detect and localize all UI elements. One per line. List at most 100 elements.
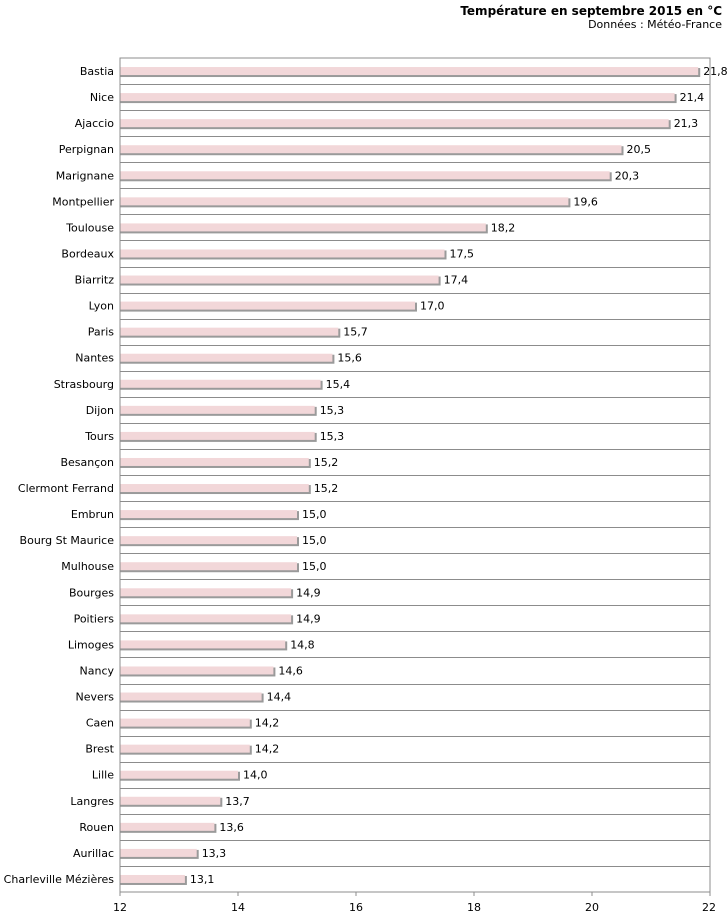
category-label: Clermont Ferrand xyxy=(18,482,114,495)
category-label: Langres xyxy=(70,795,114,808)
plot-frame xyxy=(119,57,711,893)
data-label: 15,7 xyxy=(343,326,368,339)
data-label: 15,6 xyxy=(337,352,362,365)
category-label: Nancy xyxy=(80,664,115,677)
category-label: Caen xyxy=(86,717,114,730)
bar xyxy=(120,171,610,180)
category-label: Marignane xyxy=(56,169,114,182)
bar xyxy=(120,405,315,414)
bar xyxy=(120,275,439,284)
category-label: Charleville Mézières xyxy=(4,873,115,886)
category-label: Tours xyxy=(84,430,114,443)
label-layer: Bastia 21,8 Nice 21,4 Ajaccio 21,3 Perpignan 20… xyxy=(4,65,727,886)
bar xyxy=(120,718,250,727)
data-label: 20,5 xyxy=(627,143,652,156)
data-label: 14,8 xyxy=(290,638,315,651)
bar xyxy=(120,249,445,258)
data-label: 17,4 xyxy=(444,274,469,287)
category-label: Dijon xyxy=(86,404,114,417)
category-label: Bourg St Maurice xyxy=(20,534,115,547)
data-label: 13,3 xyxy=(202,847,227,860)
data-label: 14,9 xyxy=(296,586,321,599)
bar xyxy=(120,379,321,388)
bar xyxy=(120,666,274,675)
data-label: 21,4 xyxy=(680,91,705,104)
data-label: 14,6 xyxy=(278,664,303,677)
data-label: 15,2 xyxy=(314,482,339,495)
data-label: 13,1 xyxy=(190,873,215,886)
bar xyxy=(120,536,297,545)
bar xyxy=(120,353,333,362)
x-tick-label: 12 xyxy=(113,901,127,914)
bar xyxy=(120,692,262,701)
bar xyxy=(120,588,292,597)
data-label: 15,2 xyxy=(314,456,339,469)
category-label: Bourges xyxy=(69,586,114,599)
bar xyxy=(120,744,250,753)
data-label: 15,4 xyxy=(326,378,351,391)
category-label: Nice xyxy=(90,91,114,104)
bar xyxy=(120,67,699,76)
category-label: Lyon xyxy=(89,300,114,313)
x-tick-label: 16 xyxy=(349,901,363,914)
x-tick-label: 18 xyxy=(467,901,481,914)
bar xyxy=(120,770,238,779)
chart-title: Température en septembre 2015 en °C xyxy=(460,4,722,18)
bar xyxy=(120,562,297,571)
category-label: Lille xyxy=(92,769,114,782)
category-label: Brest xyxy=(85,743,114,756)
category-label: Mulhouse xyxy=(61,560,114,573)
bar xyxy=(120,145,622,154)
category-label: Embrun xyxy=(71,508,114,521)
data-label: 15,0 xyxy=(302,508,327,521)
bar xyxy=(120,510,297,519)
category-label: Ajaccio xyxy=(75,117,114,130)
category-label: Montpellier xyxy=(52,195,114,208)
data-label: 15,3 xyxy=(320,404,345,417)
bar xyxy=(120,223,486,232)
bar xyxy=(120,119,669,128)
x-tick-label: 22 xyxy=(702,901,716,914)
data-label: 21,8 xyxy=(703,65,727,78)
category-label: Poitiers xyxy=(74,612,115,625)
category-label: Rouen xyxy=(79,821,114,834)
data-label: 13,7 xyxy=(225,795,250,808)
bar-layer xyxy=(120,67,701,885)
data-label: 18,2 xyxy=(491,221,516,234)
category-label: Aurillac xyxy=(73,847,114,860)
grid-layer xyxy=(120,84,710,867)
data-label: 14,2 xyxy=(255,743,279,756)
bar xyxy=(120,93,675,102)
category-label: Besançon xyxy=(60,456,114,469)
bar xyxy=(120,457,309,466)
data-label: 20,3 xyxy=(615,169,640,182)
category-label: Nevers xyxy=(75,691,114,704)
category-label: Bastia xyxy=(80,65,114,78)
bar xyxy=(120,431,315,440)
data-label: 21,3 xyxy=(674,117,699,130)
bar xyxy=(120,874,185,883)
category-label: Nantes xyxy=(75,352,114,365)
bar xyxy=(120,197,569,206)
data-label: 14,4 xyxy=(267,691,292,704)
bar xyxy=(120,614,292,623)
bar xyxy=(120,822,215,831)
bar xyxy=(120,327,339,336)
data-label: 15,0 xyxy=(302,560,327,573)
data-label: 15,3 xyxy=(320,430,345,443)
data-label: 13,6 xyxy=(219,821,244,834)
data-label: 17,0 xyxy=(420,300,445,313)
x-tick-label: 20 xyxy=(585,901,599,914)
bar xyxy=(120,796,221,805)
data-label: 14,9 xyxy=(296,612,321,625)
data-label: 19,6 xyxy=(573,195,598,208)
bar xyxy=(120,640,286,649)
category-label: Bordeaux xyxy=(61,247,114,260)
data-label: 14,2 xyxy=(255,717,279,730)
axis-layer: 12 14 16 18 20 22 xyxy=(113,57,716,914)
chart-subtitle: Données : Météo-France xyxy=(588,18,722,31)
bar xyxy=(120,484,309,493)
data-label: 15,0 xyxy=(302,534,327,547)
data-label: 17,5 xyxy=(450,247,475,260)
